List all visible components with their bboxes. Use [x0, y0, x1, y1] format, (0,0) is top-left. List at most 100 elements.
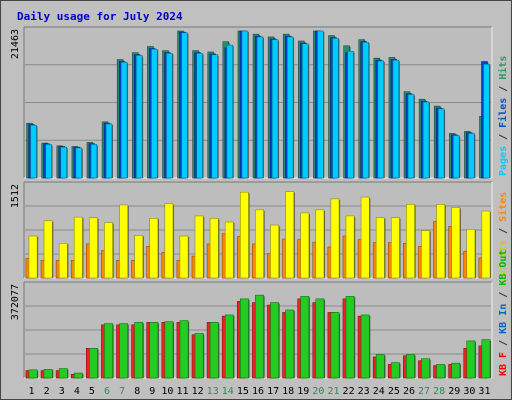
- x-tick-label: 19: [297, 386, 309, 397]
- bar-visits-day-8: [134, 235, 144, 279]
- legend-entry: Hits: [497, 56, 509, 80]
- bar-kb-out-day-21: [330, 312, 341, 379]
- bar-visits-day-31: [481, 210, 492, 279]
- bar-pages-day-16: [256, 36, 264, 179]
- bar-pages-day-26: [407, 94, 415, 179]
- legend-entry: /: [498, 286, 509, 304]
- bar-visits-day-21: [330, 198, 341, 279]
- x-tick-label: 7: [119, 386, 125, 397]
- bar-visits-day-9: [149, 218, 159, 279]
- bar-pages-day-30: [468, 133, 476, 179]
- bar-kb-out-day-4: [73, 372, 84, 379]
- bar-kb-out-day-13: [209, 322, 220, 379]
- bar-visits-day-12: [194, 215, 205, 279]
- bar-pages-day-29: [453, 135, 461, 179]
- bar-pages-day-1: [30, 124, 38, 179]
- bar-kb-out-day-26: [406, 354, 416, 379]
- x-tick-label: 22: [343, 386, 355, 397]
- bar-kb-out-day-16: [255, 294, 265, 379]
- bar-kb-out-day-28: [436, 364, 446, 379]
- bar-kb-out-day-19: [300, 296, 310, 379]
- bar-kb-out-day-17: [270, 302, 280, 379]
- bar-visits-day-26: [406, 204, 416, 279]
- x-tick-label: 6: [104, 386, 110, 397]
- bar-visits-day-5: [89, 217, 99, 279]
- bar-visits-day-13: [209, 218, 220, 279]
- bar-pages-day-17: [271, 39, 280, 179]
- bar-visits-day-11: [179, 235, 190, 279]
- legend-entry: /: [498, 222, 509, 240]
- bar-pages-day-15: [241, 30, 249, 179]
- bar-kb-out-day-1: [28, 369, 39, 379]
- x-tick-label: 18: [282, 386, 294, 397]
- bar-pages-day-22: [347, 50, 355, 179]
- bar-pages-day-31: [483, 64, 491, 179]
- bar-pages-day-2: [45, 144, 53, 179]
- chart-title: Daily usage for July 2024: [17, 10, 183, 23]
- x-tick-label: 5: [89, 386, 95, 397]
- x-tick-label: 29: [448, 386, 460, 397]
- bar-visits-day-23: [360, 196, 371, 279]
- legend-entry: Pages: [498, 146, 509, 176]
- x-tick-label: 13: [207, 386, 219, 397]
- legend-entry: /: [498, 80, 509, 98]
- legend-entry: Files: [497, 98, 509, 128]
- x-tick-label: 12: [192, 386, 204, 397]
- legend-entry: Visits: [497, 240, 509, 276]
- x-tick-label: 16: [252, 386, 264, 397]
- legend-entry: /: [498, 128, 509, 146]
- legend-entry: /: [498, 334, 509, 352]
- bar-pages-day-27: [422, 101, 430, 179]
- legend: Pages / Files / Hits: [497, 56, 509, 176]
- bar-kb-out-day-5: [89, 348, 99, 379]
- bar-visits-day-28: [436, 204, 446, 279]
- x-axis-labels: 1 2 3 4 5 6 7 8 9 10 11 12 13 14 15 16 17 18 19 20 21 22 23 24 2…: [29, 386, 491, 397]
- bar-kb-out-day-25: [390, 362, 401, 379]
- bar-visits-day-19: [300, 212, 310, 279]
- bar-kb-out-day-3: [58, 368, 69, 379]
- bar-pages-day-23: [362, 42, 370, 179]
- bar-kb-out-day-6: [104, 323, 114, 379]
- bar-kb-out-day-27: [421, 358, 431, 379]
- y-max-label: 1512: [10, 184, 21, 208]
- bar-kb-out-day-24: [375, 354, 386, 379]
- bar-visits-day-10: [164, 203, 175, 279]
- x-tick-label: 21: [327, 386, 339, 397]
- bar-visits-day-29: [451, 207, 461, 279]
- x-tick-label: 27: [418, 386, 430, 397]
- x-tick-label: 23: [358, 386, 370, 397]
- bar-pages-day-19: [302, 43, 310, 179]
- bar-pages-day-12: [196, 53, 204, 179]
- legend-entry: KB In: [498, 304, 509, 334]
- bar-pages-day-25: [392, 59, 400, 179]
- bar-pages-day-4: [75, 147, 83, 179]
- bar-visits-day-7: [119, 204, 129, 279]
- legend: KB F / KB In / KB Out: [498, 250, 509, 376]
- x-tick-label: 31: [478, 386, 490, 397]
- bar-kb-out-day-18: [285, 309, 295, 379]
- x-tick-label: 30: [463, 386, 475, 397]
- x-tick-label: 24: [373, 386, 385, 397]
- bar-visits-day-2: [43, 220, 54, 279]
- bar-pages-day-18: [286, 36, 295, 179]
- bar-visits-day-20: [315, 209, 325, 279]
- bar-pages-day-7: [120, 61, 129, 179]
- bar-pages-day-28: [437, 108, 446, 179]
- bar-visits-day-4: [73, 216, 84, 279]
- bar-kb-out-day-29: [451, 362, 461, 379]
- bar-visits-day-18: [285, 191, 295, 279]
- bar-kb-out-day-11: [179, 320, 190, 379]
- bar-visits-day-1: [28, 235, 39, 279]
- bar-kb-out-day-8: [134, 322, 144, 379]
- bar-kb-out-day-10: [164, 321, 175, 379]
- x-tick-label: 8: [134, 386, 140, 397]
- panel-mid: 1512 Visits / Sites: [10, 181, 509, 279]
- x-tick-label: 15: [237, 386, 249, 397]
- bar-visits-day-30: [466, 229, 476, 279]
- bar-kb-out-day-9: [149, 322, 159, 379]
- x-tick-label: 25: [388, 386, 400, 397]
- x-tick-label: 26: [403, 386, 415, 397]
- bar-visits-day-27: [421, 230, 431, 279]
